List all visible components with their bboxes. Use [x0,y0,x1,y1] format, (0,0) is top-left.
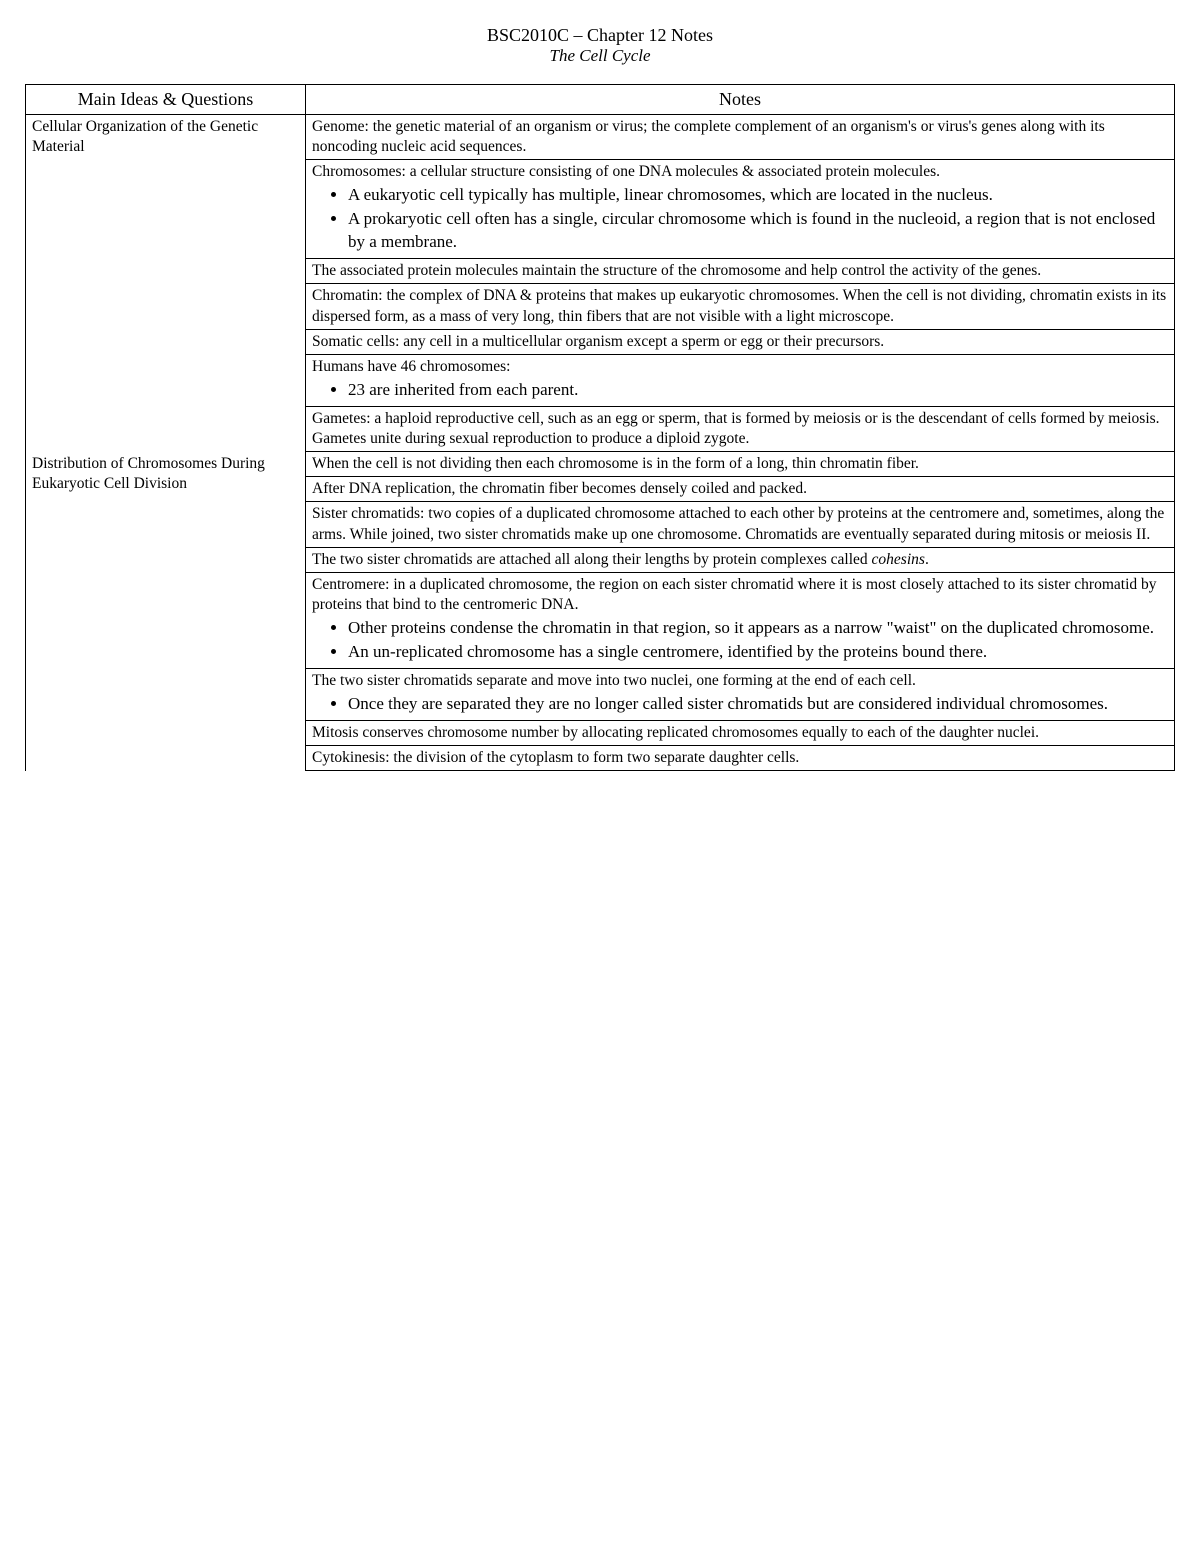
note-text: Mitosis conserves chromosome number by a… [312,723,1168,743]
notes-table: Main Ideas & Questions Notes Cellular Or… [25,84,1175,771]
note-bullet-list: A eukaryotic cell typically has multiple… [312,184,1168,254]
note-text: Genome: the genetic material of an organ… [312,117,1168,157]
note-cell: After DNA replication, the chromatin fib… [306,477,1175,502]
note-cell: Humans have 46 chromosomes:23 are inheri… [306,354,1175,406]
note-cell: Mitosis conserves chromosome number by a… [306,721,1175,746]
note-cell: Sister chromatids: two copies of a dupli… [306,502,1175,547]
table-row: Cellular Organization of the Genetic Mat… [26,115,1175,160]
note-text: Cytokinesis: the division of the cytopla… [312,748,1168,768]
table-row: Distribution of Chromosomes During Eukar… [26,452,1175,477]
idea-topic-text: Cellular Organization of the Genetic Mat… [32,117,299,157]
note-cell: The associated protein molecules maintai… [306,259,1175,284]
note-text: Sister chromatids: two copies of a dupli… [312,504,1168,544]
note-cell: Chromosomes: a cellular structure consis… [306,160,1175,259]
page-header: BSC2010C – Chapter 12 Notes The Cell Cyc… [25,25,1175,66]
idea-cell: Distribution of Chromosomes During Eukar… [26,452,306,771]
note-bullet-list: Other proteins condense the chromatin in… [312,617,1168,664]
page-title: BSC2010C – Chapter 12 Notes [25,25,1175,46]
note-text: Somatic cells: any cell in a multicellul… [312,332,1168,352]
note-text: Chromosomes: a cellular structure consis… [312,162,1168,182]
note-bullet-list: 23 are inherited from each parent. [312,379,1168,402]
note-text: When the cell is not dividing then each … [312,454,1168,474]
note-text: The two sister chromatids are attached a… [312,550,1168,570]
note-cell: Cytokinesis: the division of the cytopla… [306,746,1175,771]
note-text: Humans have 46 chromosomes: [312,357,1168,377]
note-cell: Centromere: in a duplicated chromosome, … [306,572,1175,668]
note-cell: The two sister chromatids are attached a… [306,547,1175,572]
note-text: The associated protein molecules maintai… [312,261,1168,281]
page-subtitle: The Cell Cycle [25,46,1175,66]
note-text: The two sister chromatids separate and m… [312,671,1168,691]
note-bullet: A eukaryotic cell typically has multiple… [348,184,1168,207]
idea-topic-text: Distribution of Chromosomes During Eukar… [32,454,299,494]
note-cell: Chromatin: the complex of DNA & proteins… [306,284,1175,329]
note-text: After DNA replication, the chromatin fib… [312,479,1168,499]
note-bullet: A prokaryotic cell often has a single, c… [348,208,1168,254]
note-cell: The two sister chromatids separate and m… [306,669,1175,721]
note-text: Centromere: in a duplicated chromosome, … [312,575,1168,615]
col-header-notes: Notes [306,85,1175,115]
note-bullet: Other proteins condense the chromatin in… [348,617,1168,640]
note-bullet: 23 are inherited from each parent. [348,379,1168,402]
note-cell: Somatic cells: any cell in a multicellul… [306,329,1175,354]
note-text: Gametes: a haploid reproductive cell, su… [312,409,1168,449]
note-text: Chromatin: the complex of DNA & proteins… [312,286,1168,326]
col-header-ideas: Main Ideas & Questions [26,85,306,115]
note-bullet: Once they are separated they are no long… [348,693,1168,716]
note-bullet-list: Once they are separated they are no long… [312,693,1168,716]
idea-cell: Cellular Organization of the Genetic Mat… [26,115,306,452]
note-cell: When the cell is not dividing then each … [306,452,1175,477]
table-header-row: Main Ideas & Questions Notes [26,85,1175,115]
note-cell: Gametes: a haploid reproductive cell, su… [306,406,1175,451]
note-bullet: An un-replicated chromosome has a single… [348,641,1168,664]
note-cell: Genome: the genetic material of an organ… [306,115,1175,160]
